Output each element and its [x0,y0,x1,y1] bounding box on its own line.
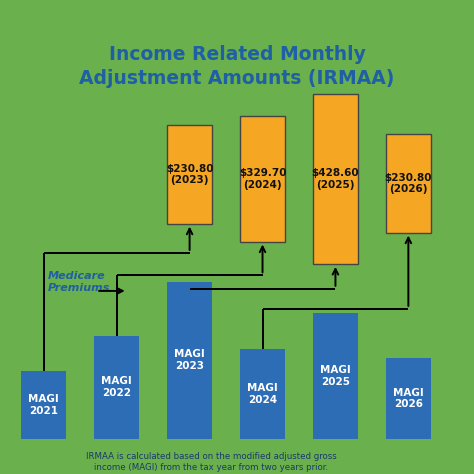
Text: MAGI
2022: MAGI 2022 [101,376,132,398]
Text: $329.70
(2024): $329.70 (2024) [239,168,286,190]
Text: MAGI
2026: MAGI 2026 [393,388,424,409]
Bar [240,349,285,438]
Text: MAGI
2023: MAGI 2023 [174,349,205,371]
Text: MAGI
2025: MAGI 2025 [320,365,351,387]
Bar [240,116,285,242]
Text: $230.80
(2023): $230.80 (2023) [166,164,213,185]
Bar [313,94,358,264]
Bar [167,282,212,438]
Text: MAGI
2021: MAGI 2021 [28,394,59,416]
Text: Medicare
Premiums: Medicare Premiums [47,271,110,293]
Text: Income Related Monthly
Adjustment Amounts (IRMAA): Income Related Monthly Adjustment Amount… [79,45,395,88]
Text: $428.60
(2025): $428.60 (2025) [311,168,359,190]
Bar [21,372,66,438]
Text: IRMAA is calculated based on the modified adjusted gross
income (MAGI) from the : IRMAA is calculated based on the modifie… [86,452,337,472]
Text: $230.80
(2026): $230.80 (2026) [384,173,432,194]
Text: MAGI
2024: MAGI 2024 [247,383,278,405]
Bar [386,358,431,438]
Bar [94,336,139,438]
Bar [313,313,358,438]
Bar [167,125,212,224]
Bar [386,134,431,233]
